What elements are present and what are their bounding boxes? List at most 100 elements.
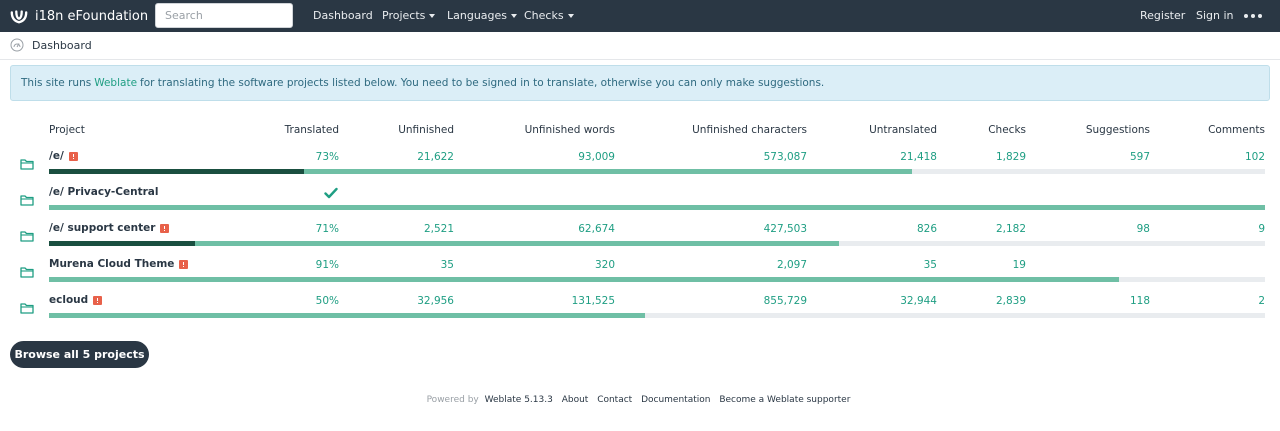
comments-cell[interactable]: 102 [1244, 151, 1265, 163]
translated-cell[interactable]: 91% [315, 259, 339, 271]
project-name: /e/ Privacy-Central [49, 186, 159, 198]
nav-dashboard[interactable]: Dashboard [313, 9, 373, 22]
footer-supporter-link[interactable]: Become a Weblate supporter [719, 395, 851, 405]
chevron-down-icon [511, 14, 518, 18]
weblate-link[interactable]: Weblate [94, 77, 138, 89]
translated-cell[interactable]: 71% [315, 223, 339, 235]
folder-icon [20, 195, 34, 206]
checks-cell[interactable]: 1,829 [995, 151, 1026, 163]
table-row: /e/73% 21,622 93,009 573,087 21,418 1,829 597 1… [0, 150, 1280, 186]
alert-suffix: for translating the software projects li… [140, 77, 825, 89]
alert-badge-icon[interactable] [93, 295, 103, 305]
translation-progress-bar [49, 313, 1265, 318]
nav-checks-label: Checks [524, 9, 564, 22]
footer-contact-link[interactable]: Contact [597, 395, 633, 405]
table-row: /e/ support center 71% 2,521 62,674 427,503 8… [0, 222, 1280, 258]
breadcrumb-dashboard[interactable]: Dashboard [32, 38, 92, 52]
translation-progress-bar [49, 277, 1265, 282]
nav-projects-dropdown[interactable]: Projects [382, 0, 436, 32]
checks-cell[interactable]: 2,839 [995, 295, 1026, 307]
folder-icon [20, 303, 34, 314]
untranslated-cell[interactable]: 21,418 [900, 151, 937, 163]
unfinished-characters-cell[interactable]: 2,097 [776, 259, 807, 271]
header-translated[interactable]: Translated [284, 124, 339, 136]
progress-approved-fill [49, 169, 304, 174]
suggestions-cell[interactable]: 597 [1129, 151, 1150, 163]
project-name-link[interactable]: /e/ support center [49, 222, 170, 234]
project-name-link[interactable]: /e/ Privacy-Central [49, 186, 158, 198]
unfinished-words-cell[interactable]: 320 [594, 259, 615, 271]
translated-cell[interactable]: 50% [315, 295, 339, 307]
project-name-link[interactable]: /e/ [49, 150, 78, 162]
header-suggestions[interactable]: Suggestions [1085, 124, 1150, 136]
checks-cell[interactable]: 2,182 [995, 223, 1026, 235]
nav-register[interactable]: Register [1140, 9, 1186, 22]
unfinished-words-cell[interactable]: 93,009 [578, 151, 615, 163]
table-row: /e/ Privacy-Central [0, 186, 1280, 222]
nav-languages-dropdown[interactable]: Languages [447, 0, 518, 32]
suggestions-cell[interactable]: 98 [1136, 223, 1150, 235]
header-comments[interactable]: Comments [1208, 124, 1265, 136]
comments-cell[interactable]: 2 [1258, 295, 1265, 307]
table-row: ecloud 50% 32,956 131,525 855,729 32,944 2,839… [0, 294, 1280, 330]
browse-all-projects-button[interactable]: Browse all 5 projects [10, 341, 149, 368]
alert-badge-icon[interactable] [160, 223, 170, 233]
footer: Powered by Weblate 5.13.3 About Contact … [0, 395, 1280, 405]
more-menu-icon[interactable] [1244, 14, 1262, 18]
footer-about-link[interactable]: About [561, 395, 589, 405]
footer-documentation-link[interactable]: Documentation [641, 395, 711, 405]
unfinished-cell[interactable]: 2,521 [423, 223, 454, 235]
header-unfinished[interactable]: Unfinished [398, 124, 454, 136]
untranslated-cell[interactable]: 826 [916, 223, 937, 235]
unfinished-characters-cell[interactable]: 855,729 [763, 295, 807, 307]
search-input[interactable] [155, 3, 293, 28]
nav-signin[interactable]: Sign in [1196, 9, 1234, 22]
unfinished-characters-cell[interactable]: 427,503 [763, 223, 807, 235]
unfinished-cell[interactable]: 21,622 [417, 151, 454, 163]
brand-name: i18n eFoundation [35, 8, 149, 24]
untranslated-cell[interactable]: 32,944 [900, 295, 937, 307]
dashboard-icon [10, 38, 24, 52]
untranslated-cell[interactable]: 35 [923, 259, 937, 271]
folder-icon [20, 159, 34, 170]
alert-badge-icon[interactable] [68, 151, 78, 161]
unfinished-words-cell[interactable]: 131,525 [571, 295, 615, 307]
folder-icon [20, 267, 34, 278]
project-name: Murena Cloud Theme [49, 258, 175, 270]
nav-checks-dropdown[interactable]: Checks [524, 0, 574, 32]
progress-approved-fill [49, 241, 195, 246]
project-name-link[interactable]: ecloud [49, 294, 103, 306]
project-name: ecloud [49, 294, 89, 306]
nav-projects-label: Projects [382, 9, 426, 22]
header-checks[interactable]: Checks [988, 124, 1026, 136]
alert-prefix: This site runs [21, 77, 92, 89]
brand-link[interactable]: i18n eFoundation [10, 6, 148, 26]
progress-translated-fill [49, 313, 645, 318]
unfinished-cell[interactable]: 32,956 [417, 295, 454, 307]
weblate-logo-icon [10, 10, 28, 24]
translated-cell[interactable]: 73% [315, 151, 339, 163]
alert-badge-icon[interactable] [179, 259, 189, 269]
translation-progress-bar [49, 205, 1265, 210]
project-name-link[interactable]: Murena Cloud Theme [49, 258, 189, 270]
comments-cell[interactable]: 9 [1258, 223, 1265, 235]
header-project[interactable]: Project [49, 124, 85, 136]
nav-languages-label: Languages [447, 9, 508, 22]
translation-progress-bar [49, 169, 1265, 174]
unfinished-characters-cell[interactable]: 573,087 [763, 151, 807, 163]
progress-translated-fill [49, 241, 839, 246]
suggestions-cell[interactable]: 118 [1129, 295, 1150, 307]
unfinished-cell[interactable]: 35 [440, 259, 454, 271]
progress-translated-fill [49, 277, 1119, 282]
header-untranslated[interactable]: Untranslated [869, 124, 937, 136]
header-unfinished-words[interactable]: Unfinished words [524, 124, 615, 136]
unfinished-words-cell[interactable]: 62,674 [578, 223, 615, 235]
project-name: /e/ [49, 150, 64, 162]
project-name: /e/ support center [49, 222, 156, 234]
chevron-down-icon [567, 14, 574, 18]
checks-cell[interactable]: 19 [1012, 259, 1026, 271]
header-unfinished-characters[interactable]: Unfinished characters [692, 124, 807, 136]
footer-weblate-version-link[interactable]: Weblate 5.13.3 [484, 395, 553, 405]
chevron-down-icon [429, 14, 436, 18]
divider [0, 59, 1280, 60]
